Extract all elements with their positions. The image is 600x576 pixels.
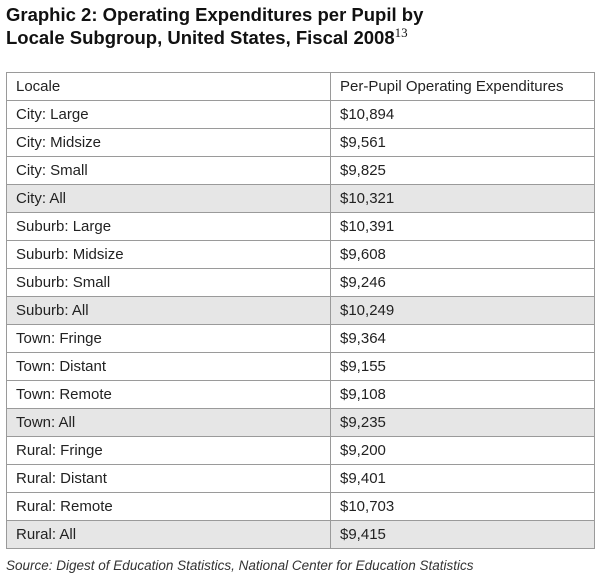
table-row: Town: All $9,235 [6, 408, 595, 437]
table-row: Suburb: Small $9,246 [6, 268, 595, 297]
locale-cell: Suburb: Large [6, 212, 331, 241]
source-note: Source: Digest of Education Statistics, … [6, 558, 474, 573]
locale-cell: City: Small [6, 156, 331, 185]
table-row: Rural: Fringe $9,200 [6, 436, 595, 465]
expenditure-cell: $10,703 [330, 492, 595, 521]
table-row: City: Small $9,825 [6, 156, 595, 185]
expenditure-cell: $9,825 [330, 156, 595, 185]
locale-cell: Suburb: Midsize [6, 240, 331, 269]
expenditure-cell: $10,321 [330, 184, 595, 213]
expenditure-cell: $9,200 [330, 436, 595, 465]
expenditure-cell: $9,364 [330, 324, 595, 353]
title-line: Graphic 2: Operating Expenditures per Pu… [6, 4, 424, 25]
locale-cell: Rural: All [6, 520, 331, 549]
expenditure-cell: $10,894 [330, 100, 595, 129]
table-row: Town: Distant $9,155 [6, 352, 595, 381]
locale-cell: Rural: Remote [6, 492, 331, 521]
table-row: Rural: All $9,415 [6, 520, 595, 549]
locale-cell: Suburb: Small [6, 268, 331, 297]
locale-cell: City: Midsize [6, 128, 331, 157]
expenditure-cell: $9,108 [330, 380, 595, 409]
locale-cell: Rural: Distant [6, 464, 331, 493]
title-text: Locale Subgroup, United States, Fiscal 2… [6, 27, 395, 48]
table-row: Suburb: All $10,249 [6, 296, 595, 325]
expenditure-cell: $9,415 [330, 520, 595, 549]
table-row: Suburb: Large $10,391 [6, 212, 595, 241]
table-body: City: Large $10,894 City: Midsize $9,561 Cit… [6, 100, 595, 549]
locale-cell: Suburb: All [6, 296, 331, 325]
table-row: City: All $10,321 [6, 184, 595, 213]
locale-cell: City: All [6, 184, 331, 213]
table-row: City: Large $10,894 [6, 100, 595, 129]
locale-cell: Rural: Fringe [6, 436, 331, 465]
expenditure-cell: $9,561 [330, 128, 595, 157]
expenditure-cell: $9,155 [330, 352, 595, 381]
expenditure-cell: $9,401 [330, 464, 595, 493]
footnote-ref: 13 [394, 25, 408, 40]
expenditure-cell: $9,608 [330, 240, 595, 269]
expenditure-cell: $10,249 [330, 296, 595, 325]
expenditure-cell: $10,391 [330, 212, 595, 241]
expenditure-cell: $9,246 [330, 268, 595, 297]
table-row: Rural: Remote $10,703 [6, 492, 595, 521]
table-row: City: Midsize $9,561 [6, 128, 595, 157]
locale-cell: City: Large [6, 100, 331, 129]
locale-cell: Town: Remote [6, 380, 331, 409]
table-header: Locale Per-Pupil Operating Expenditures [6, 72, 595, 101]
table-row: Rural: Distant $9,401 [6, 464, 595, 493]
expenditure-cell: $9,235 [330, 408, 595, 437]
table-row: Town: Remote $9,108 [6, 380, 595, 409]
title: Graphic 2: Operating Expenditures per Pu… [6, 3, 423, 49]
header-row: Locale Per-Pupil Operating Expenditures [6, 72, 595, 101]
locale-cell: Town: Fringe [6, 324, 331, 353]
table-row: Town: Fringe $9,364 [6, 324, 595, 353]
locale-cell: Town: All [6, 408, 331, 437]
locale-cell: Town: Distant [6, 352, 331, 381]
title-line: Locale Subgroup, United States, Fiscal 2… [6, 26, 423, 49]
table-row: Suburb: Midsize $9,608 [6, 240, 595, 269]
header-cell: Per-Pupil Operating Expenditures [330, 72, 595, 101]
data-table: Locale Per-Pupil Operating Expenditures C… [6, 72, 595, 549]
header-cell: Locale [6, 72, 331, 101]
